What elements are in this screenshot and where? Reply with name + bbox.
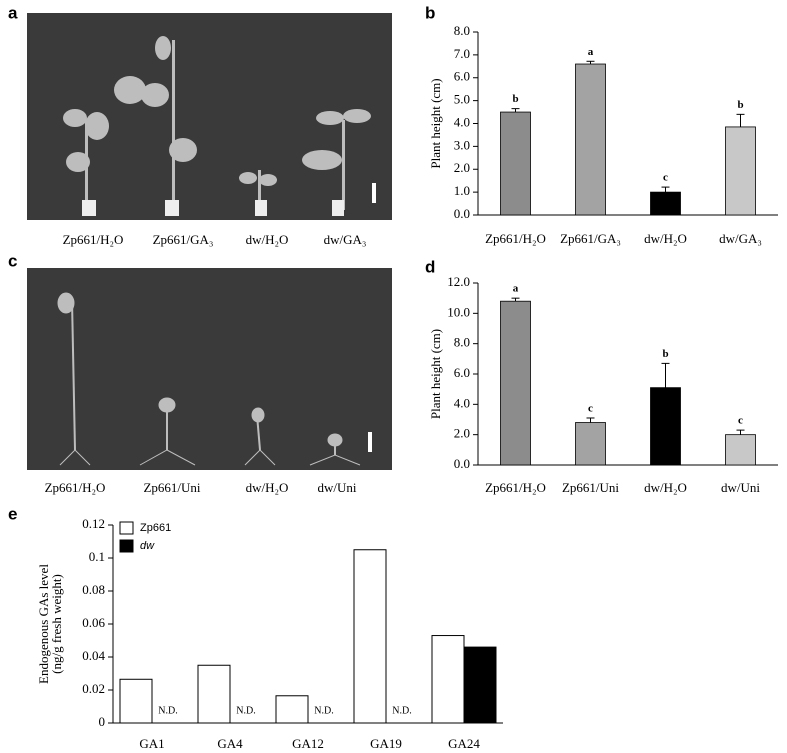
y-tick-label: 6.0 (454, 365, 470, 380)
significance-letter: b (512, 93, 518, 105)
y-axis-label: (ng/g fresh weight) (49, 574, 64, 674)
x-tick-label: Zp661/Uni (562, 480, 619, 495)
y-tick-label: 5.0 (454, 92, 470, 107)
significance-letter: c (738, 415, 743, 427)
y-tick-label: 0.0 (454, 206, 470, 221)
bar (275, 695, 309, 724)
photo-caption: dw/H₂O (246, 480, 289, 495)
photo-caption: dw/GA₃ (324, 232, 367, 247)
photo-caption: Zp661/H₂O (45, 480, 106, 495)
y-tick-label: 12.0 (447, 274, 470, 289)
y-tick-label: 10.0 (447, 304, 470, 319)
bar (431, 635, 465, 724)
significance-letter: c (663, 172, 668, 184)
y-axis-label: Endogenous GAs level (36, 564, 51, 684)
bar (575, 422, 606, 466)
value-label: N.D. (158, 705, 177, 716)
x-tick-label: Zp661/H₂O (485, 231, 546, 246)
x-tick-label: dw/H₂O (644, 480, 687, 495)
y-tick-label: 4.0 (454, 114, 470, 129)
x-tick-label: GA1 (139, 736, 164, 751)
bar (500, 111, 531, 216)
y-tick-label: 6.0 (454, 69, 470, 84)
bar (500, 300, 531, 466)
photo-caption: Zp661/Uni (143, 480, 200, 495)
x-tick-label: GA12 (292, 736, 324, 751)
significance-letter: a (513, 283, 519, 295)
bar (119, 678, 153, 724)
y-tick-label: 2.0 (454, 160, 470, 175)
photo-caption: Zp661/H₂O (63, 232, 124, 247)
bar (725, 126, 756, 216)
bar (197, 664, 231, 724)
y-tick-label: 8.0 (454, 335, 470, 350)
y-tick-label: 1.0 (454, 183, 470, 198)
legend-label: dw (140, 540, 155, 552)
photo-caption: Zp661/GA₃ (153, 232, 214, 247)
plants-c (57, 292, 372, 466)
y-tick-label: 3.0 (454, 137, 470, 152)
panel-label: a (8, 3, 18, 22)
panel-label: e (8, 504, 17, 523)
bar (650, 387, 681, 466)
x-tick-label: Zp661/GA₃ (560, 231, 621, 246)
plants-a (63, 36, 376, 216)
photo-caption: dw/H₂O (246, 232, 289, 247)
y-tick-label: 4.0 (454, 395, 470, 410)
x-tick-label: dw/Uni (721, 480, 760, 495)
panel-label: b (425, 3, 435, 22)
y-tick-label: 0.06 (82, 615, 105, 630)
bar (725, 434, 756, 466)
y-tick-label: 0.04 (82, 648, 105, 663)
significance-letter: b (662, 348, 668, 360)
bar (353, 549, 387, 724)
significance-letter: b (737, 99, 743, 111)
x-tick-label: dw/GA₃ (719, 231, 762, 246)
significance-letter: a (588, 46, 594, 58)
y-axis-label: Plant height (cm) (428, 329, 443, 419)
value-label: N.D. (314, 705, 333, 716)
y-axis-label: Plant height (cm) (428, 78, 443, 168)
y-tick-label: 7.0 (454, 46, 470, 61)
y-tick-label: 2.0 (454, 426, 470, 441)
panel-label: d (425, 257, 435, 276)
x-tick-label: Zp661/H₂O (485, 480, 546, 495)
x-tick-label: dw/H₂O (644, 231, 687, 246)
x-tick-label: GA19 (370, 736, 402, 751)
y-tick-label: 0 (99, 714, 106, 729)
value-label: N.D. (392, 705, 411, 716)
value-label: N.D. (236, 705, 255, 716)
legend-swatch (119, 539, 134, 553)
y-tick-label: 0.02 (82, 681, 105, 696)
y-tick-label: 8.0 (454, 23, 470, 38)
x-tick-label: GA4 (217, 736, 243, 751)
legend-label: Zp661 (140, 522, 171, 534)
y-tick-label: 0.0 (454, 456, 470, 471)
significance-letter: c (588, 403, 593, 415)
legend-swatch (119, 521, 134, 535)
bar (463, 646, 497, 724)
bar (575, 63, 606, 216)
y-tick-label: 0.12 (82, 516, 105, 531)
x-tick-label: GA24 (448, 736, 480, 751)
photo-caption: dw/Uni (318, 480, 357, 495)
y-tick-label: 0.08 (82, 582, 105, 597)
bar (650, 191, 681, 216)
y-tick-label: 0.1 (89, 549, 105, 564)
panel-label: c (8, 251, 17, 270)
